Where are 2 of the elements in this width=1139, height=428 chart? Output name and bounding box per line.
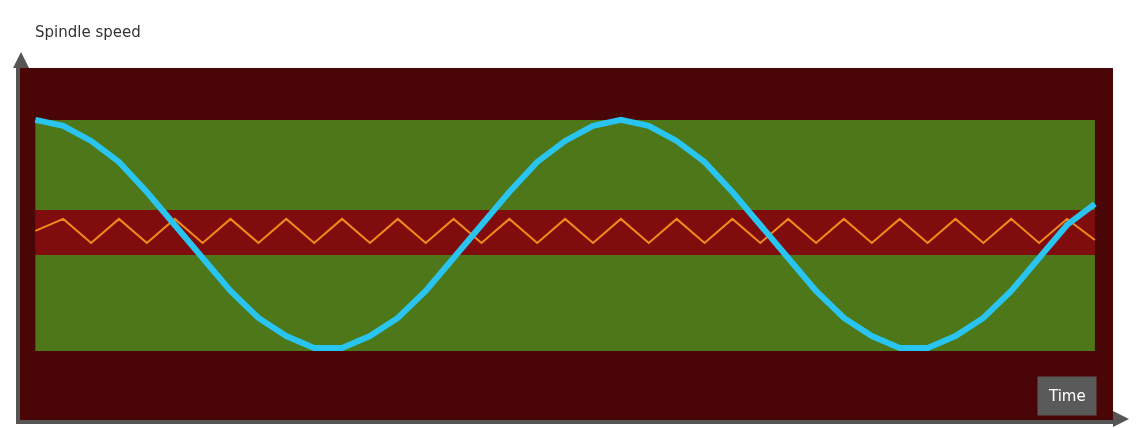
text: Spindle speed [35, 23, 141, 41]
x-axis-title: Time [1048, 387, 1086, 405]
